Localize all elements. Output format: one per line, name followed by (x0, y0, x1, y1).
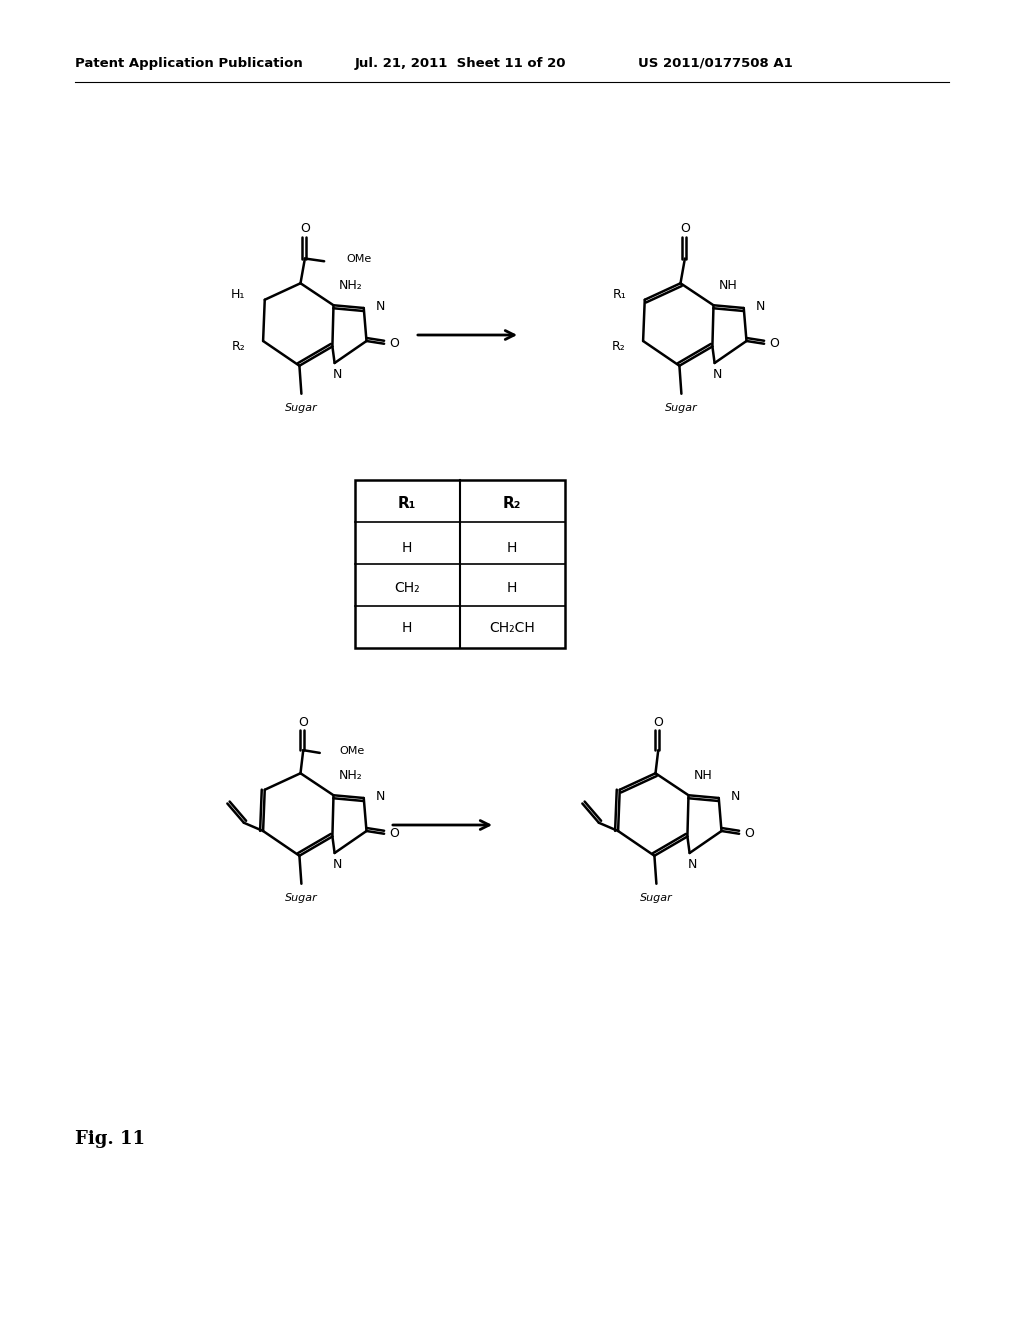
Text: H₁: H₁ (230, 288, 245, 301)
Text: Jul. 21, 2011  Sheet 11 of 20: Jul. 21, 2011 Sheet 11 of 20 (355, 57, 566, 70)
Bar (355, 480, 565, 648)
Text: N: N (376, 789, 385, 803)
Text: R₂: R₂ (231, 339, 245, 352)
Text: NH₂: NH₂ (339, 768, 362, 781)
Text: Patent Application Publication: Patent Application Publication (75, 57, 303, 70)
Text: N: N (376, 300, 385, 313)
Text: N: N (688, 858, 697, 871)
Text: US 2011/0177508 A1: US 2011/0177508 A1 (638, 57, 793, 70)
Text: O: O (389, 337, 399, 350)
Text: H: H (507, 581, 517, 595)
Text: N: N (756, 300, 765, 313)
Text: O: O (389, 828, 399, 841)
Text: O: O (680, 222, 690, 235)
Text: CH₂CH: CH₂CH (489, 620, 535, 635)
Text: NH₂: NH₂ (339, 279, 362, 292)
Text: Fig. 11: Fig. 11 (75, 1130, 145, 1148)
Text: O: O (300, 222, 310, 235)
Text: NH: NH (693, 768, 713, 781)
Text: R₂: R₂ (503, 496, 521, 511)
Text: N: N (713, 368, 722, 381)
Text: O: O (744, 828, 754, 841)
Text: OMe: OMe (346, 255, 372, 264)
Text: Sugar: Sugar (640, 892, 673, 903)
Text: O: O (769, 337, 779, 350)
Text: R₁: R₁ (397, 496, 416, 511)
Text: H: H (507, 541, 517, 554)
Text: OMe: OMe (340, 746, 365, 756)
Text: Sugar: Sugar (285, 892, 317, 903)
Text: H: H (401, 541, 413, 554)
Text: O: O (298, 715, 308, 729)
Text: N: N (333, 368, 342, 381)
Bar (355, 480, 565, 648)
Text: NH: NH (719, 279, 737, 292)
Text: CH₂: CH₂ (394, 581, 420, 595)
Text: N: N (731, 789, 740, 803)
Text: R₂: R₂ (611, 339, 625, 352)
Text: H: H (401, 620, 413, 635)
Text: Sugar: Sugar (285, 403, 317, 413)
Text: Sugar: Sugar (665, 403, 697, 413)
Text: N: N (333, 858, 342, 871)
Text: O: O (653, 715, 664, 729)
Text: R₁: R₁ (613, 288, 627, 301)
